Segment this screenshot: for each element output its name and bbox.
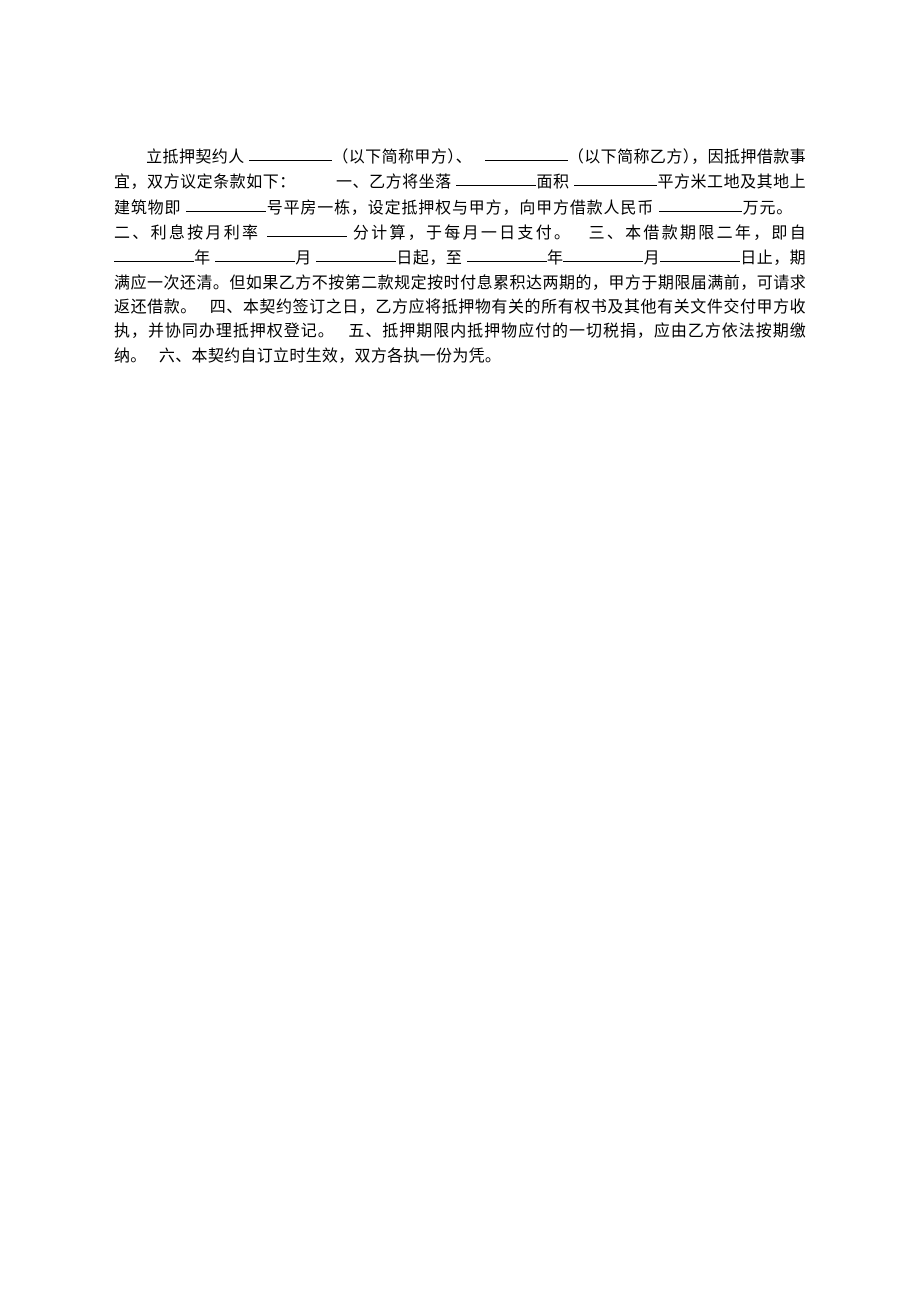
- t12a: 年: [194, 250, 211, 267]
- t08: 万元。: [742, 200, 793, 217]
- blank-end-month: [563, 245, 643, 262]
- blank-party-a: [249, 144, 332, 161]
- t11: 三、本借款期限二年，即自: [587, 225, 806, 242]
- t01: 立抵押契约人: [146, 149, 245, 166]
- blank-start-year: [114, 245, 194, 262]
- t04: 一、乙方将坐落: [336, 174, 452, 191]
- blank-start-day: [316, 245, 396, 262]
- t13b: 月: [643, 250, 660, 267]
- t07: 号平房一栋，设定抵押权与甲方，向甲方借款人民币: [266, 200, 654, 217]
- t12b: 月: [295, 250, 312, 267]
- document-page: 立抵押契约人 （以下简称甲方）、 （以下简称乙方），因抵押借款事宜，双方议定条款…: [0, 0, 920, 369]
- blank-building-no: [186, 195, 266, 212]
- t16: 六、本契约自订立时生效，双方各执一份为凭。: [159, 348, 501, 365]
- t10: 分计算，于每月一日支付。: [353, 225, 572, 242]
- blank-start-month: [215, 245, 295, 262]
- blank-area: [574, 169, 657, 186]
- blank-location: [456, 169, 536, 186]
- t05: 面积: [536, 174, 569, 191]
- t12c: 日起，至: [396, 250, 462, 267]
- blank-rate: [267, 220, 347, 237]
- blank-end-day: [660, 245, 740, 262]
- t02: （以下简称甲方）、: [332, 149, 472, 166]
- contract-body: 立抵押契约人 （以下简称甲方）、 （以下简称乙方），因抵押借款事宜，双方议定条款…: [114, 145, 806, 369]
- blank-end-year: [467, 245, 547, 262]
- blank-party-b: [485, 144, 568, 161]
- t13a: 年: [547, 250, 564, 267]
- t09: 二、利息按月利率: [114, 225, 260, 242]
- blank-amount: [659, 195, 742, 212]
